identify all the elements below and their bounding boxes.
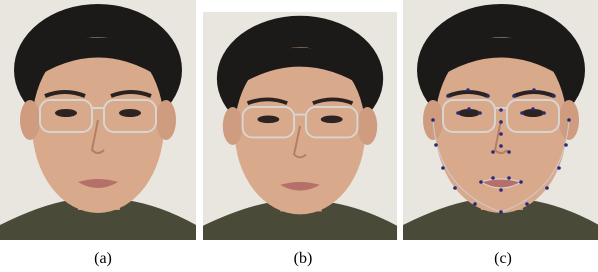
face-photo-b [203,12,397,240]
landmark [542,111,546,115]
landmark [552,94,556,98]
landmark [446,94,450,98]
page: (a) (b) (c) (() => { const data = JSON.p… [0,0,598,272]
landmark [531,107,535,111]
caption: (a) [94,250,112,267]
landmark [507,176,511,180]
caption: (c) [494,250,512,267]
landmark [499,108,503,112]
landmark [512,94,516,98]
landmark [486,94,490,98]
landmark [519,180,523,184]
landmark [441,166,445,170]
face-photo-a [0,0,196,240]
landmark [479,180,483,184]
landmark [499,144,503,148]
landmark [466,88,470,92]
landmark [499,210,503,214]
landmark [545,186,549,190]
landmark [473,202,477,206]
landmark [491,150,495,154]
landmark [507,150,511,154]
landmark [431,118,435,122]
landmark [456,111,460,115]
landmark [567,118,571,122]
landmark [478,111,482,115]
landmark [499,132,503,136]
landmark [491,176,495,180]
landmark [525,202,529,206]
landmark [467,107,471,111]
landmark [520,111,524,115]
landmark [557,166,561,170]
caption: (b) [294,250,313,267]
figure: (a) (b) (c) [0,0,598,272]
face-image [203,12,397,240]
landmark [499,120,503,124]
landmark [532,88,536,92]
landmark [453,186,457,190]
landmark [499,188,503,192]
landmark [564,143,568,147]
landmark [434,143,438,147]
